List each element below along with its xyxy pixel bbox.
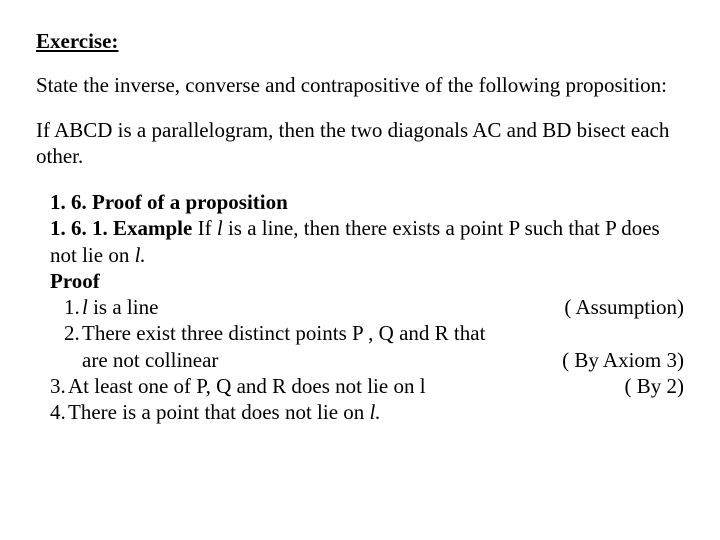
step4-l-var: l. xyxy=(370,400,381,424)
step-number: 1. xyxy=(50,294,82,320)
example-text-pre: If xyxy=(192,216,217,240)
example-line: 1. 6. 1. Example If l is a line, then th… xyxy=(50,215,684,268)
step1-text: is a line xyxy=(88,295,159,319)
exercise-heading: Exercise: xyxy=(36,28,684,54)
example-l-var-2: l. xyxy=(135,243,146,267)
example-label: 1. 6. 1. Example xyxy=(50,216,192,240)
proof-step-1: 1. l is a line ( Assumption) xyxy=(50,294,684,320)
step3-text: At least one of P, Q and R does not lie … xyxy=(68,373,625,399)
step-number: 4. xyxy=(36,399,68,425)
proof-step-4: 4. There is a point that does not lie on… xyxy=(36,399,684,425)
section-title: 1. 6. Proof of a proposition xyxy=(50,189,684,215)
step-number: 3. xyxy=(36,373,68,399)
proof-step-2a: 2. There exist three distinct points P ,… xyxy=(50,320,684,346)
intro-paragraph-2: If ABCD is a parallelogram, then the two… xyxy=(36,117,684,170)
step2b-text: are not collinear xyxy=(82,347,562,373)
step1-reason: ( Assumption) xyxy=(564,294,684,320)
proof-step-2b: are not collinear ( By Axiom 3) xyxy=(50,347,684,373)
step-number-blank xyxy=(50,347,82,373)
proof-label: Proof xyxy=(50,268,684,294)
step4-text: There is a point that does not lie on xyxy=(68,400,370,424)
step-number: 2. xyxy=(50,320,82,346)
proof-block: 1. 6. Proof of a proposition 1. 6. 1. Ex… xyxy=(36,189,684,425)
step3-reason: ( By 2) xyxy=(625,373,685,399)
proof-step-3: 3. At least one of P, Q and R does not l… xyxy=(36,373,684,399)
step2-reason: ( By Axiom 3) xyxy=(562,347,684,373)
intro-paragraph-1: State the inverse, converse and contrapo… xyxy=(36,72,684,98)
step2-text: There exist three distinct points P , Q … xyxy=(82,320,684,346)
section-number: 1. 6. Proof of a proposition xyxy=(50,190,288,214)
